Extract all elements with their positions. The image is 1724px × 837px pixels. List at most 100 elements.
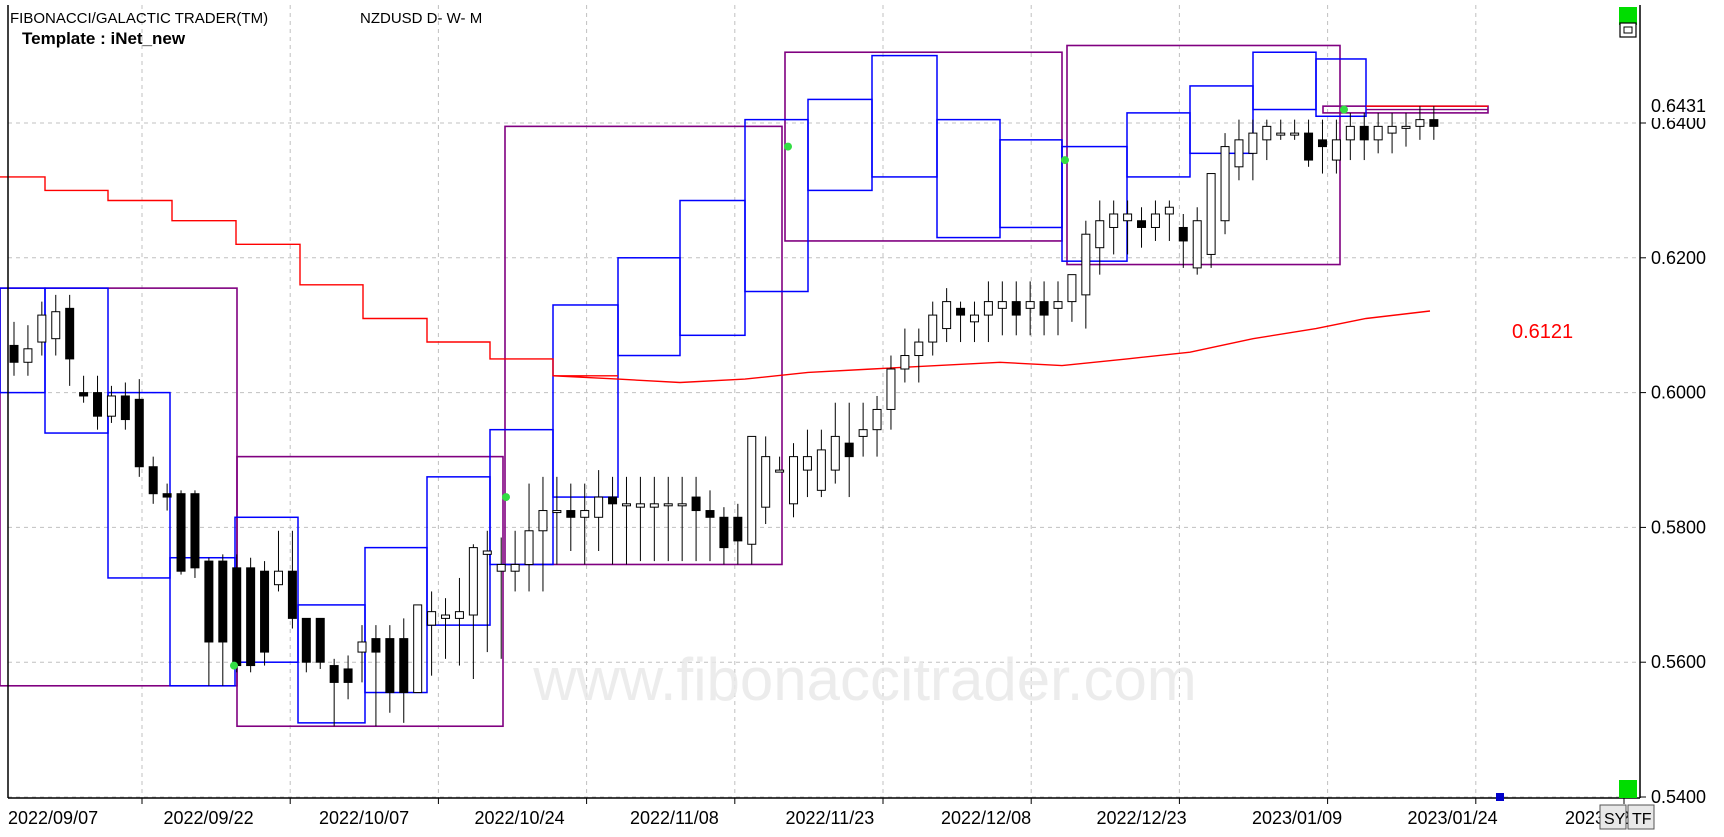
candle-body xyxy=(1109,213,1119,228)
candle-body xyxy=(510,563,520,572)
candles xyxy=(9,106,1439,727)
stop-price-label: 0.6121 xyxy=(1512,321,1573,343)
candle-body xyxy=(872,408,882,431)
candle-body xyxy=(176,493,186,572)
zoom-box-icon[interactable] xyxy=(1619,22,1637,38)
daily-range-box xyxy=(1315,58,1367,118)
candle-body xyxy=(1053,301,1063,309)
signal-marker xyxy=(1061,156,1069,165)
candle-body xyxy=(1387,125,1397,134)
sy-button[interactable]: SY xyxy=(1599,804,1627,830)
candle-body xyxy=(162,493,172,498)
x-tick-label: 2023/01/09 xyxy=(1252,808,1342,828)
candle-body xyxy=(997,301,1007,309)
candle-body xyxy=(1011,301,1021,316)
x-tick-label: 2022/10/24 xyxy=(475,808,565,828)
candle-body xyxy=(385,638,395,694)
candle-body xyxy=(1164,206,1174,215)
candle-body xyxy=(204,560,214,643)
x-tick-label: 2022/12/23 xyxy=(1097,808,1187,828)
candle-body xyxy=(1401,125,1411,129)
candle-body xyxy=(844,442,854,458)
candle-body xyxy=(566,510,576,518)
markers xyxy=(230,105,1348,670)
candle-body xyxy=(719,516,729,549)
candle-body xyxy=(580,510,590,518)
y-tick-label: 0.5400 xyxy=(1651,787,1706,807)
candle-body xyxy=(329,665,339,683)
candle-body xyxy=(1025,301,1035,309)
candle-body xyxy=(315,617,325,663)
x-tick-label: 2022/11/23 xyxy=(786,808,875,828)
x-tick-label: 2022/12/08 xyxy=(941,808,1031,828)
candle-body xyxy=(106,395,116,417)
candle-body xyxy=(1137,220,1147,228)
candle-body xyxy=(649,503,659,508)
candle-body xyxy=(1234,139,1244,168)
candle-body xyxy=(594,496,604,518)
candle-body xyxy=(232,567,242,667)
candle-body xyxy=(1345,125,1355,141)
candle-body xyxy=(635,503,645,508)
sy-button-label: SY xyxy=(1604,811,1626,828)
signal-marker xyxy=(784,142,792,151)
candle-body xyxy=(9,344,19,363)
candle-body xyxy=(260,570,270,653)
app-title: FIBONACCI/GALACTIC TRADER(TM) xyxy=(10,10,268,27)
candle-body xyxy=(1123,213,1133,222)
daily-range-box xyxy=(44,287,109,434)
tf-button-label: TF xyxy=(1632,811,1652,828)
candle-body xyxy=(1359,125,1369,141)
candle-body xyxy=(1429,119,1439,127)
candle-body xyxy=(830,435,840,471)
candle-body xyxy=(371,638,381,653)
candle-body xyxy=(23,348,33,363)
symbol-label: NZDUSD D- W- M xyxy=(360,10,482,27)
candle-body xyxy=(1248,132,1258,154)
candle-body xyxy=(79,392,89,397)
watermark: www.fibonaccitrader.com xyxy=(532,646,1197,713)
candle-body xyxy=(956,307,966,316)
x-tick-label: 2022/09/07 xyxy=(8,808,98,828)
candle-body xyxy=(218,560,228,643)
y-tick-label: 0.6200 xyxy=(1651,248,1706,268)
candle-body xyxy=(858,429,868,437)
candle-body xyxy=(969,314,979,323)
candle-body xyxy=(775,469,785,473)
candle-body xyxy=(663,503,673,507)
daily-range-box xyxy=(552,304,619,498)
candle-body xyxy=(65,307,75,360)
candle-body xyxy=(413,604,423,694)
candle-body xyxy=(468,547,478,616)
candle-body xyxy=(134,398,144,468)
candle-body xyxy=(691,496,701,512)
candle-body xyxy=(705,510,715,518)
time-cursor-marker[interactable] xyxy=(1496,793,1504,801)
last-price-label: 0.6431 xyxy=(1651,96,1706,116)
candle-body xyxy=(37,314,47,343)
scroll-top-handle[interactable] xyxy=(1619,7,1637,25)
candle-body xyxy=(914,341,924,357)
zoom-box-icon-inner xyxy=(1623,26,1633,34)
candle-body xyxy=(287,570,297,619)
candle-body xyxy=(190,493,200,569)
candle-body xyxy=(1276,132,1286,136)
tf-button[interactable]: TF xyxy=(1627,804,1655,830)
candle-body xyxy=(1415,119,1425,127)
weekly-range-box xyxy=(504,125,783,566)
candle-body xyxy=(427,611,437,626)
upper-stop-line xyxy=(0,176,618,377)
candle-body xyxy=(942,301,952,330)
x-tick-label: 2022/09/22 xyxy=(164,808,254,828)
candle-body xyxy=(538,510,548,532)
scroll-bottom-handle[interactable] xyxy=(1619,780,1637,798)
signal-marker xyxy=(1340,105,1348,114)
candle-body xyxy=(802,456,812,471)
candle-body xyxy=(928,314,938,343)
candle-body xyxy=(301,617,311,663)
candle-body xyxy=(1206,173,1216,255)
x-tick-label: 2023/01/24 xyxy=(1408,808,1498,828)
